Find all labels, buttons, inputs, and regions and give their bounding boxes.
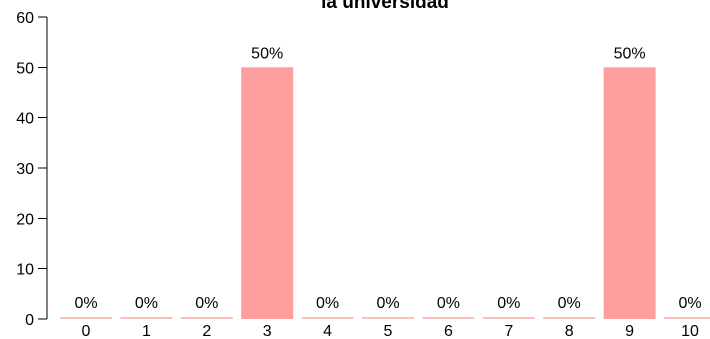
- x-axis: 0 1 2 3 4 5 6 7 8 9 10: [82, 323, 699, 339]
- x-tick-label-4: 4: [323, 323, 332, 339]
- x-tick-label-10: 10: [681, 323, 699, 339]
- bar-1: [120, 317, 173, 319]
- bar-7: [482, 317, 535, 319]
- data-label-7: 0%: [497, 295, 520, 312]
- data-labels-group: 0% 0% 0% 50% 0% 0% 0% 0% 0% 50% 0%: [74, 45, 701, 312]
- bar-3: [241, 67, 294, 319]
- y-tick-label: 60: [16, 10, 34, 27]
- bar-6: [422, 317, 475, 319]
- data-label-5: 0%: [376, 295, 399, 312]
- bar-9: [603, 67, 656, 319]
- data-label-10: 0%: [678, 295, 701, 312]
- data-label-8: 0%: [558, 295, 581, 312]
- y-tick-label: 20: [16, 211, 34, 228]
- x-tick-label-8: 8: [565, 323, 574, 339]
- y-tick-label: 10: [16, 262, 34, 279]
- x-tick-label-9: 9: [625, 323, 634, 339]
- y-tick-label: 50: [16, 60, 34, 77]
- data-label-2: 0%: [195, 295, 218, 312]
- x-tick-label-2: 2: [202, 323, 211, 339]
- x-tick-label-7: 7: [504, 323, 513, 339]
- bar-2: [180, 317, 233, 319]
- data-label-3: 50%: [251, 45, 283, 62]
- x-tick-label-6: 6: [444, 323, 453, 339]
- bar-5: [362, 317, 414, 319]
- data-label-1: 0%: [135, 295, 158, 312]
- data-label-6: 0%: [437, 295, 460, 312]
- x-tick-label-1: 1: [142, 323, 151, 339]
- data-label-4: 0%: [316, 295, 339, 312]
- y-tick-label: 0: [25, 312, 34, 329]
- bar-4: [301, 317, 354, 319]
- bars-group: [60, 67, 710, 319]
- bar-10: [664, 317, 710, 319]
- y-axis: 0 10 20 30 40 50 60: [16, 10, 48, 329]
- y-tick-label: 30: [16, 161, 34, 178]
- y-tick-label: 40: [16, 111, 34, 128]
- x-tick-label-5: 5: [384, 323, 393, 339]
- data-label-0: 0%: [74, 295, 97, 312]
- data-label-9: 50%: [614, 45, 646, 62]
- x-tick-label-3: 3: [263, 323, 272, 339]
- bar-8: [543, 317, 596, 319]
- chart-title: la universidad: [321, 0, 449, 13]
- bar-0: [60, 317, 112, 319]
- x-tick-label-0: 0: [82, 323, 91, 339]
